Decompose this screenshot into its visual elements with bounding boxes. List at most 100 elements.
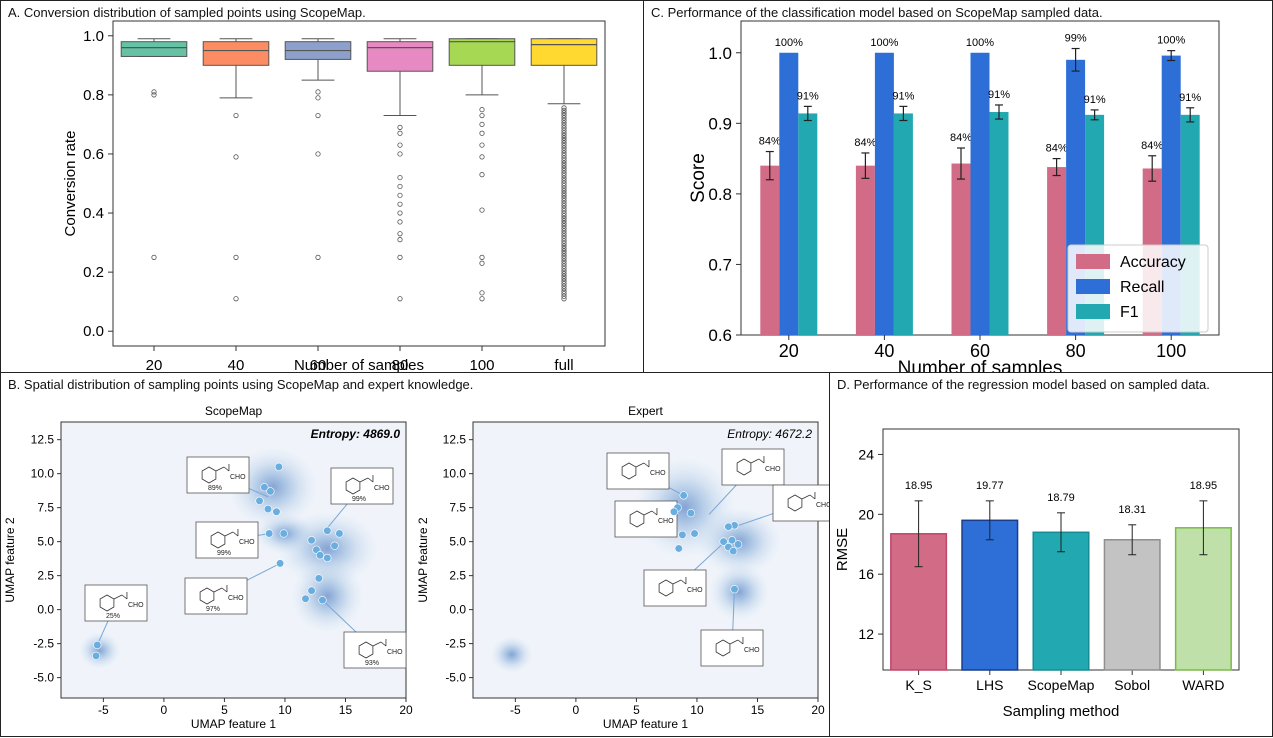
legend-swatch: [1076, 279, 1110, 294]
plot-frame: [112, 20, 606, 347]
outlier-point: [561, 135, 567, 141]
panel-a-title: A. Conversion distribution of sampled po…: [8, 5, 366, 20]
regression-bar-chart: 12 16 20 24 K_S 18.95 LHS 19.77 ScopeMap 18.79 Sob…: [834, 428, 1240, 720]
y-tick-label: 10.0: [31, 467, 55, 481]
molecule-structure: [358, 639, 387, 659]
outlier-point: [561, 286, 567, 292]
y-tick-label: 0.9: [708, 114, 732, 133]
x-tick-label: 20: [146, 357, 163, 374]
y-axis-label: Score: [688, 153, 709, 203]
bar-accuracy: [760, 165, 780, 335]
bar-recall: [779, 52, 799, 335]
outlier-point: [561, 185, 567, 191]
sample-point: [315, 551, 325, 560]
outlier-point: [561, 281, 567, 287]
outlier-point: [561, 122, 567, 129]
outlier-point: [561, 250, 567, 257]
outlier-point: [561, 125, 567, 131]
outlier-point: [479, 254, 485, 260]
outlier-point: [479, 154, 485, 160]
functional-group-label: CHO: [128, 602, 144, 609]
data-label: 91%: [988, 89, 1010, 101]
data-label: 84%: [854, 137, 876, 149]
outlier-point: [479, 112, 485, 119]
sample-point: [719, 537, 728, 546]
x-tick-label: 10: [278, 703, 292, 717]
y-tick-label: 12.5: [443, 433, 467, 447]
density-core: [499, 644, 524, 665]
outlier-point: [561, 188, 567, 194]
outlier-point: [561, 110, 567, 116]
outlier-point: [479, 142, 485, 148]
outlier-point: [561, 152, 567, 159]
sample-point: [276, 559, 285, 568]
outlier-point: [561, 195, 567, 201]
legend-swatch: [1076, 254, 1110, 269]
y-tick-label: 0.6: [83, 146, 104, 163]
x-axis-label: Number of samples: [294, 357, 424, 374]
subplot-title: Expert: [628, 404, 663, 418]
molecule-box: CHO 25%: [84, 584, 148, 646]
conversion-label: 99%: [352, 496, 366, 503]
molecule-structure: [629, 508, 658, 528]
outlier-point: [561, 120, 567, 126]
outlier-point: [397, 296, 403, 302]
outlier-point: [315, 254, 321, 260]
outlier-point: [561, 276, 567, 282]
outlier-point: [561, 296, 567, 302]
outlier-point: [561, 235, 567, 242]
data-label: 84%: [1046, 143, 1068, 155]
bar-scopemap: [1032, 531, 1090, 671]
outlier-point: [561, 215, 567, 221]
sample-point: [323, 553, 332, 563]
x-tick-label: 60: [970, 341, 990, 361]
panel-c: C. Performance of the classification mod…: [643, 0, 1273, 379]
outlier-point: [561, 213, 567, 219]
outlier-point: [479, 290, 485, 296]
bar-accuracy: [1047, 167, 1067, 335]
outlier-point: [561, 158, 567, 164]
x-tick-label: 15: [751, 703, 765, 717]
outlier-point: [561, 168, 567, 174]
x-tick-label: 100: [1156, 341, 1186, 361]
y-tick-label: 0.4: [83, 205, 104, 222]
sample-point: [678, 530, 687, 539]
outlier-point: [561, 173, 567, 179]
data-label: 91%: [1179, 92, 1201, 104]
x-tick-label: 40: [874, 341, 894, 361]
functional-group-label: CHO: [230, 474, 246, 481]
outlier-point: [561, 147, 567, 154]
functional-group-label: CHO: [228, 595, 244, 602]
sample-point: [730, 585, 739, 594]
x-tick-label: 5: [633, 703, 640, 717]
x-tick-label: 0: [161, 703, 168, 717]
outlier-point: [561, 198, 567, 204]
molecule-structure: [210, 529, 239, 549]
functional-group-label: CHO: [374, 485, 390, 492]
outlier-point: [397, 231, 403, 237]
outlier-point: [315, 95, 321, 101]
molecule-frame: [643, 569, 707, 607]
sample-point: [93, 640, 102, 650]
outlier-point: [397, 124, 403, 130]
x-tick-label: ScopeMap: [1028, 677, 1095, 693]
outlier-point: [561, 193, 567, 199]
molecule-box: CHO 99%: [326, 467, 394, 529]
molecule-box: CHO: [614, 500, 678, 538]
box-20: [120, 38, 188, 260]
entropy-annotation: Entropy: 4869.0: [311, 427, 401, 441]
outlier-point: [561, 200, 567, 206]
sample-point: [679, 491, 688, 500]
molecule-structure: [199, 585, 228, 605]
y-tick-label: 10.0: [443, 467, 467, 481]
y-axis-label: UMAP feature 2: [3, 517, 17, 602]
outlier-point: [233, 154, 239, 160]
outlier-point: [561, 145, 567, 151]
outlier-point: [561, 130, 567, 136]
subplot-title: ScopeMap: [205, 404, 263, 418]
sample-point: [92, 651, 101, 660]
outlier-point: [561, 218, 567, 224]
sample-point: [255, 496, 264, 505]
molecule-box: CHO: [643, 542, 724, 607]
x-tick-label: 60: [310, 357, 327, 374]
